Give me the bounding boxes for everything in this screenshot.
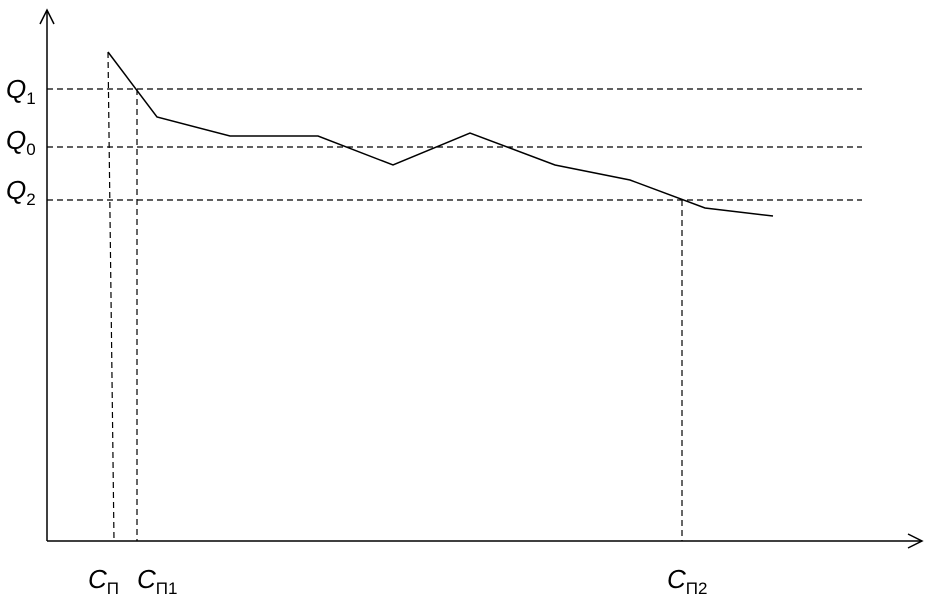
q2-label: Q2 bbox=[6, 175, 36, 209]
cp-label: CП bbox=[88, 564, 119, 598]
curve bbox=[107, 51, 774, 217]
cp1-label: CП1 bbox=[137, 564, 177, 598]
q0-label: Q0 bbox=[6, 125, 36, 159]
q1-label: Q1 bbox=[6, 74, 36, 108]
cp2-label: CП2 bbox=[667, 564, 707, 598]
cp-line bbox=[107, 51, 115, 542]
y-axis-arrow bbox=[39, 8, 55, 25]
x-axis-arrow bbox=[907, 533, 924, 549]
